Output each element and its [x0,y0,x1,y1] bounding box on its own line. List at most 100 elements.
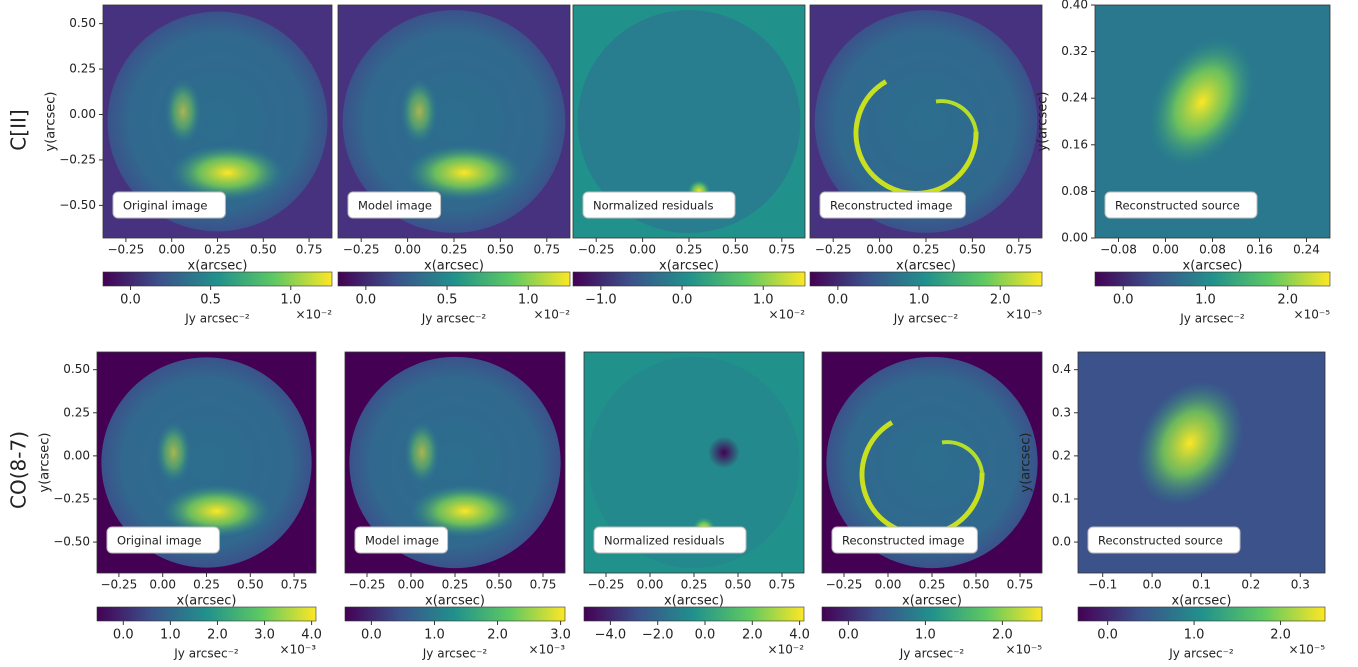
cbar-tick-label: 0.0 [113,628,134,643]
x-tick-label: −0.25 [108,243,145,257]
cbar-tick-label: 1.0 [1184,628,1205,643]
x-tick-label: 0.00 [875,578,902,592]
figure: C[II]Original image−0.250.000.250.500.75… [0,0,1358,667]
arc-blob [404,422,439,484]
cbar-tick-label: 3.0 [254,628,275,643]
cbar-exponent: ×10⁻⁵ [1006,643,1043,657]
cbar-tick-label: 0.0 [355,293,376,308]
cbar-exponent: ×10⁻⁵ [1006,308,1043,322]
cbar-tick-label: 1.0 [915,628,936,643]
panel-tag: Model image [365,534,439,548]
cbar-exponent: ×10⁻⁵ [1289,643,1326,657]
cbar-tick-label: 0.0 [827,293,848,308]
y-label: y(arcsec) [38,433,53,493]
x-tick-label: 0.75 [769,578,796,592]
cbar-tick-label: 2.0 [992,628,1013,643]
cbar-tick-label: 1.0 [160,628,181,643]
cbar-tick-label: 1.0 [424,628,445,643]
cbar-label: Jy arcsec⁻² [1179,312,1245,326]
x-label: x(arcsec) [424,259,484,274]
cbar-tick-label: 3.0 [550,628,571,643]
cbar-exponent: ×10⁻³ [529,643,566,657]
y-label: y(arcsec) [44,92,59,152]
panel-tag: Original image [123,199,207,213]
x-tick-label: 0.50 [959,243,986,257]
panel-tag: Normalized residuals [604,534,724,548]
colorbar [584,607,804,621]
cbar-tick-label: 2.0 [742,628,763,643]
x-tick-label: 0.16 [1246,243,1273,257]
cbar-tick-label: 4.0 [789,628,810,643]
x-tick-label: 0.2 [1241,578,1260,592]
x-tick-label: 0.50 [725,578,752,592]
x-tick-label: 0.75 [533,243,560,257]
x-tick-label: 0.25 [919,578,946,592]
x-tick-label: 0.50 [250,243,277,257]
x-tick-label: 0.00 [1152,243,1179,257]
x-label: x(arcsec) [1172,594,1232,609]
cbar-exponent: ×10⁻² [534,308,571,322]
x-tick-label: −0.25 [101,578,138,592]
x-tick-label: −0.25 [815,243,852,257]
x-label: x(arcsec) [425,594,485,609]
y-tick-label: 0.00 [69,107,96,121]
x-tick-label: 0.75 [281,578,308,592]
x-label: x(arcsec) [659,259,719,274]
cbar-tick-label: 0.5 [437,293,458,308]
x-tick-label: 0.3 [1291,578,1310,592]
x-tick-label: 0.50 [722,243,749,257]
x-tick-label: 0.75 [530,578,557,592]
x-label: x(arcsec) [188,259,248,274]
panel-tag: Model image [358,199,432,213]
cbar-tick-label: 1.0 [280,293,301,308]
panel-tag: Normalized residuals [593,199,713,213]
x-tick-label: 0.25 [913,243,940,257]
colorbar [338,272,570,286]
x-tick-label: 0.00 [149,578,176,592]
cbar-tick-label: 0.0 [120,293,141,308]
cbar-exponent: ×10⁻² [296,308,333,322]
colorbar [1095,272,1330,286]
cbar-tick-label: 0.0 [695,628,716,643]
panel-tag: Original image [117,534,201,548]
x-tick-label: 0.50 [487,243,514,257]
x-tick-label: 0.25 [681,578,708,592]
panel-tag: Reconstructed image [830,199,952,213]
cbar-tick-label: −1.0 [585,293,617,308]
cbar-tick-label: 2.0 [1270,628,1291,643]
cbar-tick-label: 0.0 [1097,628,1118,643]
colorbar [103,272,332,286]
y-tick-label: 0.3 [1052,405,1071,419]
x-tick-label: 0.08 [1199,243,1226,257]
x-tick-label: 0.00 [398,578,425,592]
y-tick-label: −0.25 [53,491,90,505]
cbar-tick-label: 4.0 [301,628,322,643]
y-tick-label: 0.32 [1061,44,1088,58]
cbar-tick-label: 1.0 [909,293,930,308]
cbar-label: Jy arcsec⁻² [421,312,487,326]
cbar-tick-label: 1.0 [753,293,774,308]
x-tick-label: 0.50 [486,578,513,592]
y-label: y(arcsec) [1036,92,1051,152]
x-tick-label: 0.50 [963,578,990,592]
row-label: CO(8-7) [7,431,31,509]
panel-tag: Reconstructed image [842,534,964,548]
cbar-tick-label: 0.0 [672,293,693,308]
colorbar [1078,607,1325,621]
cbar-label: Jy arcsec⁻² [184,312,250,326]
x-tick-label: 0.75 [768,243,795,257]
cbar-tick-label: 2.0 [990,293,1011,308]
x-tick-label: 0.00 [629,243,656,257]
x-tick-label: −0.25 [349,578,386,592]
cbar-tick-label: −4.0 [595,628,627,643]
y-tick-label: 0.16 [1061,137,1088,151]
colorbar [822,607,1042,621]
x-label: x(arcsec) [1183,259,1243,274]
colorbar [97,607,316,621]
x-tick-label: 0.00 [158,243,185,257]
x-tick-label: 0.75 [296,243,323,257]
cbar-exponent: ×10⁻² [768,643,805,657]
y-tick-label: 0.2 [1052,448,1071,462]
arc-blob [156,422,191,484]
x-label: x(arcsec) [902,594,962,609]
